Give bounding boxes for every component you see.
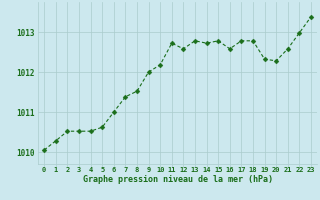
X-axis label: Graphe pression niveau de la mer (hPa): Graphe pression niveau de la mer (hPa) [83,175,273,184]
